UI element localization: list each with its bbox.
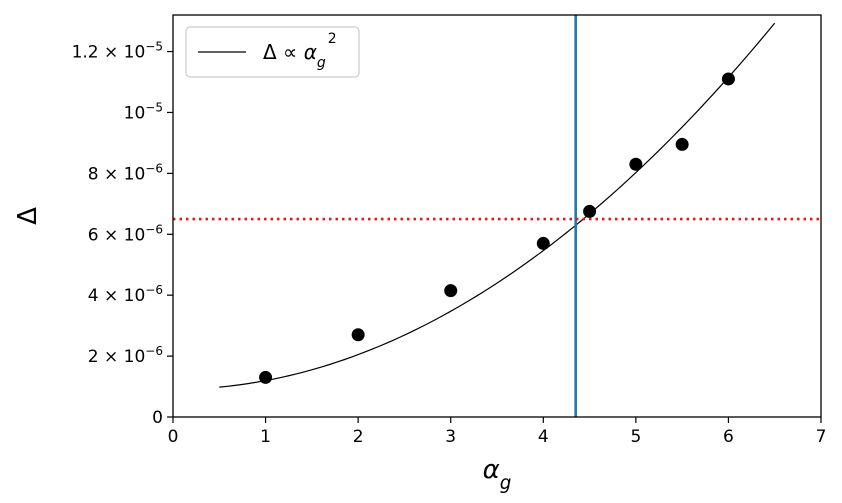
fit-curve-line <box>219 22 776 388</box>
data-point <box>259 370 273 384</box>
x-tick-label: 7 <box>816 427 827 447</box>
legend-box <box>185 26 360 78</box>
data-point <box>629 157 643 171</box>
y-tick-label: 2 × 10−6 <box>88 344 163 367</box>
legend-label: Δ ∝ αg2 <box>263 31 337 71</box>
plot-frame <box>172 14 822 418</box>
data-point <box>444 284 458 298</box>
data-point <box>675 137 689 151</box>
x-tick-label: 5 <box>630 427 641 447</box>
data-point <box>583 204 597 218</box>
y-tick-label: 4 × 10−6 <box>88 283 163 306</box>
y-tick-label: 10−5 <box>124 100 163 123</box>
x-tick-label: 4 <box>538 427 549 447</box>
y-axis-label: Δ <box>13 207 43 225</box>
x-axis-label: αg <box>483 455 512 494</box>
y-tick-label: 0 <box>152 408 163 428</box>
x-tick-label: 3 <box>445 427 456 447</box>
x-tick-label: 1 <box>260 427 271 447</box>
x-tick-label: 6 <box>723 427 734 447</box>
data-point <box>536 236 550 250</box>
y-tick-label: 8 × 10−6 <box>88 161 163 184</box>
x-tick-label: 0 <box>168 427 179 447</box>
x-tick-label: 2 <box>353 427 364 447</box>
y-tick-label: 1.2 × 10−5 <box>72 40 163 63</box>
data-point <box>351 328 365 342</box>
y-tick-label: 6 × 10−6 <box>88 222 163 245</box>
data-point <box>721 72 735 86</box>
